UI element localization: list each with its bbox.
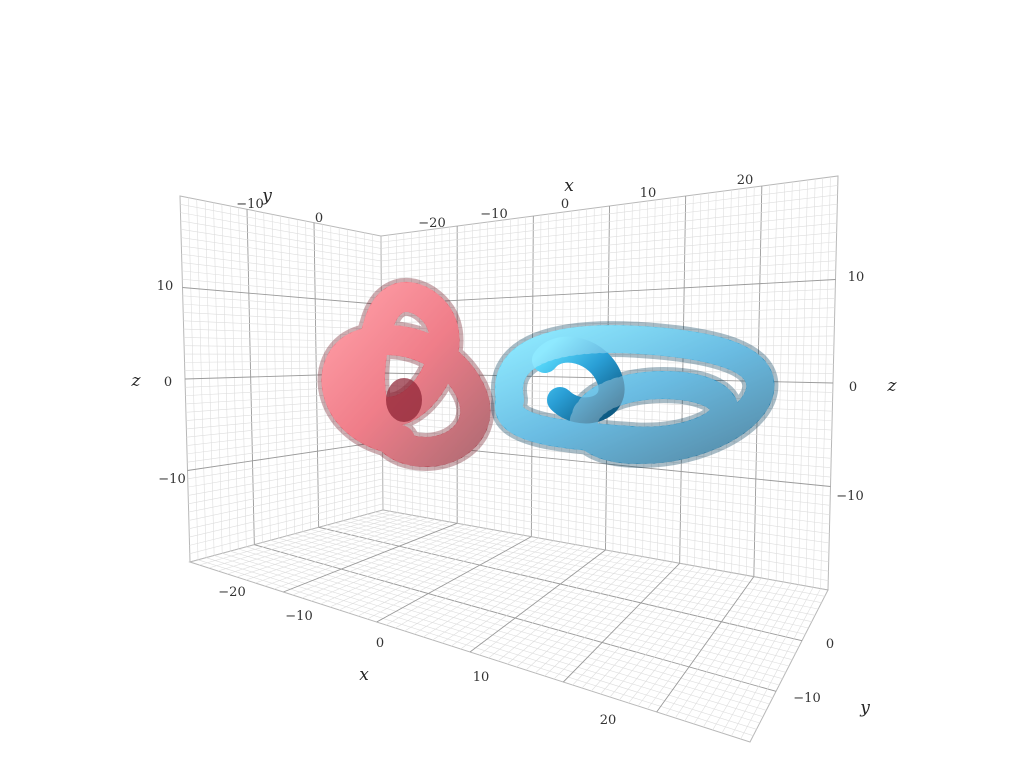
x-floor-tick: 10: [473, 670, 490, 685]
x-top-tick: 0: [561, 197, 569, 212]
z-left-tick: 10: [157, 279, 174, 294]
x-axis-title-top: x: [564, 176, 574, 196]
z-left-tick: −10: [158, 472, 185, 487]
z-right-tick: 0: [849, 380, 857, 395]
axis-panes: [179, 175, 839, 743]
x-top-tick: 20: [737, 173, 754, 188]
z-left-tick: 0: [164, 375, 172, 390]
left-wall-pane: [179, 195, 384, 563]
y-axis-title-left: y: [261, 186, 272, 206]
x-floor-tick: −10: [285, 609, 312, 624]
tick-labels: −20 −10 0 10 20 −20 −10 0 10 20 −10 0 0 …: [157, 173, 865, 728]
z-right-tick: 10: [848, 270, 865, 285]
blue-torus-knot: [491, 321, 779, 468]
y-left-tick: 0: [315, 211, 323, 226]
y-axis-title-right: y: [859, 698, 870, 718]
x-floor-tick: 0: [376, 636, 384, 651]
y-right-tick: −10: [793, 691, 820, 706]
x-top-tick: −20: [418, 216, 445, 231]
x-floor-tick: 20: [600, 713, 617, 728]
y-left-tick: −10: [236, 197, 263, 212]
red-trefoil-knot: [317, 278, 495, 471]
x-top-tick: 10: [640, 186, 657, 201]
y-right-tick: 0: [826, 637, 834, 652]
z-right-tick: −10: [836, 489, 863, 504]
axis-titles: x x y y z z: [131, 176, 898, 718]
x-floor-tick: −20: [218, 585, 245, 600]
x-top-tick: −10: [480, 207, 507, 222]
z-axis-title-right: z: [887, 376, 898, 396]
z-axis-title-left: z: [131, 371, 142, 391]
x-axis-title-floor: x: [359, 665, 369, 685]
floor-pane: [188, 509, 829, 743]
